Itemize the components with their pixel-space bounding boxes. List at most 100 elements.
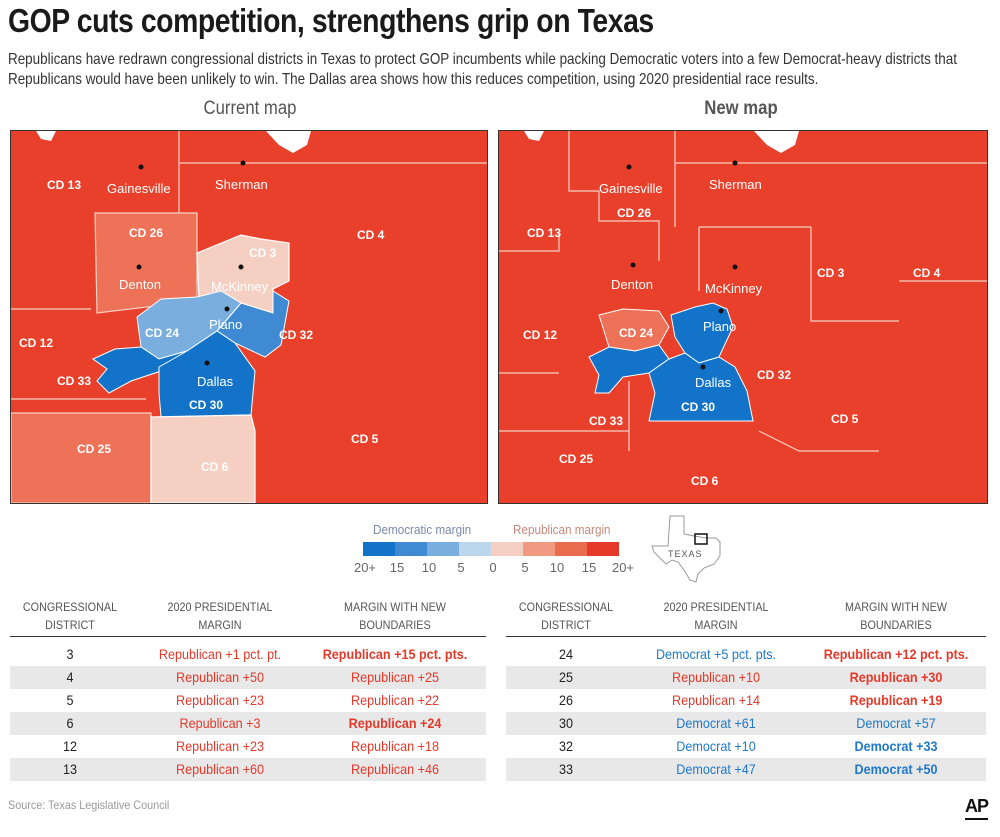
district-label: CD 12 <box>523 328 557 342</box>
city-label: Dallas <box>197 374 234 389</box>
district-label: CD 33 <box>589 414 623 428</box>
district-label: CD 3 <box>817 266 845 280</box>
table-row: 25 Republican +10 Republican +30 <box>506 666 986 689</box>
table-header: CONGRESSIONAL DISTRICT 2020 PRESIDENTIAL M… <box>506 598 986 637</box>
table-row: 6 Republican +3 Republican +24 <box>10 712 486 735</box>
cd6-area <box>150 414 256 503</box>
texas-inset-map: TEXAS <box>650 512 730 589</box>
header-district: CONGRESSIONAL DISTRICT <box>518 600 614 632</box>
district-label: CD 30 <box>189 398 223 412</box>
new-map-svg: CD 26 CD 13 CD 3 CD 4 CD 12 CD 24 CD 32 … <box>499 131 987 503</box>
lake-shape <box>266 131 311 153</box>
table-row: 26 Republican +14 Republican +19 <box>558 692 943 708</box>
legend-tick: 15 <box>389 560 405 575</box>
current-map: CD 13 CD 26 CD 3 CD 4 CD 24 CD 32 CD 12 … <box>10 130 488 504</box>
district-label: CD 6 <box>201 460 229 474</box>
district-label: CD 12 <box>19 336 53 350</box>
legend-tick: 10 <box>549 560 565 575</box>
city-label: Gainesville <box>107 181 171 196</box>
city-dot <box>238 264 244 270</box>
city-label: Gainesville <box>599 181 663 196</box>
results-table-left: CONGRESSIONAL DISTRICT 2020 PRESIDENTIAL M… <box>10 598 486 781</box>
district-label: CD 33 <box>57 374 91 388</box>
headline: GOP cuts competition, strengthens grip o… <box>8 2 654 39</box>
legend-swatch <box>491 542 523 556</box>
district-label: CD 4 <box>357 228 385 242</box>
district-label: CD 5 <box>351 432 379 446</box>
legend-swatches <box>363 542 619 556</box>
lake-shape <box>754 131 799 153</box>
legend-tick: 20+ <box>611 560 635 575</box>
header-presidential: 2020 PRESIDENTIAL MARGIN <box>167 600 273 632</box>
legend-tick: 20+ <box>353 560 377 575</box>
city-dot <box>630 262 636 268</box>
city-dot <box>718 308 724 314</box>
city-label: Sherman <box>215 177 268 192</box>
legend-tick: 5 <box>457 560 465 575</box>
city-label: Dallas <box>695 375 732 390</box>
cd25-area <box>11 412 152 503</box>
legend-tick: 15 <box>581 560 597 575</box>
legend-swatch <box>459 542 491 556</box>
source-note: Source: Texas Legislative Council <box>8 798 170 812</box>
legend-swatch <box>555 542 587 556</box>
city-dot <box>732 264 738 270</box>
district-label: CD 26 <box>617 206 651 220</box>
legend-ticks: 20+ 15 10 5 0 5 10 15 20+ <box>353 560 645 576</box>
legend-swatch <box>523 542 555 556</box>
lake-shape <box>36 131 56 141</box>
legend-tick: 0 <box>489 560 497 575</box>
legend-tick: 10 <box>421 560 437 575</box>
city-dot <box>138 164 144 170</box>
results-table-right: CONGRESSIONAL DISTRICT 2020 PRESIDENTIAL M… <box>506 598 986 781</box>
district-label: CD 32 <box>279 328 313 342</box>
city-label: Denton <box>119 277 161 292</box>
legend-swatch <box>363 542 395 556</box>
lake-shape <box>524 131 544 141</box>
district-label: CD 32 <box>757 368 791 382</box>
city-label: McKinney <box>211 279 269 294</box>
new-map: CD 26 CD 13 CD 3 CD 4 CD 12 CD 24 CD 32 … <box>498 130 988 504</box>
legend-swatch <box>587 542 619 556</box>
current-map-svg: CD 13 CD 26 CD 3 CD 4 CD 24 CD 32 CD 12 … <box>11 131 487 503</box>
district-label: CD 26 <box>129 226 163 240</box>
table-row: 30 Democrat +61 Democrat +57 <box>506 712 986 735</box>
district-boundaries <box>11 131 487 400</box>
cd30-area <box>648 352 754 422</box>
header-new-margin: MARGIN WITH NEW BOUNDARIES <box>343 600 446 632</box>
new-map-title: New map <box>704 98 778 119</box>
inset-label: TEXAS <box>668 549 703 559</box>
district-label: CD 25 <box>559 452 593 466</box>
table-row: 3 Republican +1 pct. pt. Republican +15 … <box>66 646 468 662</box>
cd32-area <box>670 302 734 364</box>
cd30-area <box>158 330 256 418</box>
city-label: Denton <box>611 277 653 292</box>
texas-outline: TEXAS <box>651 515 721 583</box>
city-dot <box>700 364 706 370</box>
table-row: 33 Democrat +47 Democrat +50 <box>506 758 986 781</box>
legend-rep-title: Republican margin <box>513 522 611 537</box>
table-row: 4 Republican +50 Republican +25 <box>10 666 486 689</box>
table-row: 12 Republican +23 Republican +18 <box>62 738 439 754</box>
legend-swatch <box>395 542 427 556</box>
district-label: CD 4 <box>913 266 941 280</box>
district-label: CD 24 <box>145 326 179 340</box>
city-label: Sherman <box>709 177 762 192</box>
district-boundaries <box>499 131 987 452</box>
table-header: CONGRESSIONAL DISTRICT 2020 PRESIDENTIAL M… <box>10 598 486 637</box>
city-dot <box>240 160 246 166</box>
legend-swatch <box>427 542 459 556</box>
header-presidential: 2020 PRESIDENTIAL MARGIN <box>663 600 769 632</box>
header-new-margin: MARGIN WITH NEW BOUNDARIES <box>844 600 947 632</box>
dek: Republicans have redrawn congressional d… <box>8 51 957 88</box>
city-dot <box>626 164 632 170</box>
table-row: 32 Democrat +10 Democrat +33 <box>558 738 938 754</box>
district-label: CD 3 <box>249 246 277 260</box>
district-label: CD 6 <box>691 474 719 488</box>
city-label: McKinney <box>705 281 763 296</box>
city-dot <box>224 306 230 312</box>
legend-tick: 5 <box>521 560 529 575</box>
legend-dem-title: Democratic margin <box>373 522 472 537</box>
district-label: CD 13 <box>527 226 561 240</box>
city-dot <box>136 264 142 270</box>
